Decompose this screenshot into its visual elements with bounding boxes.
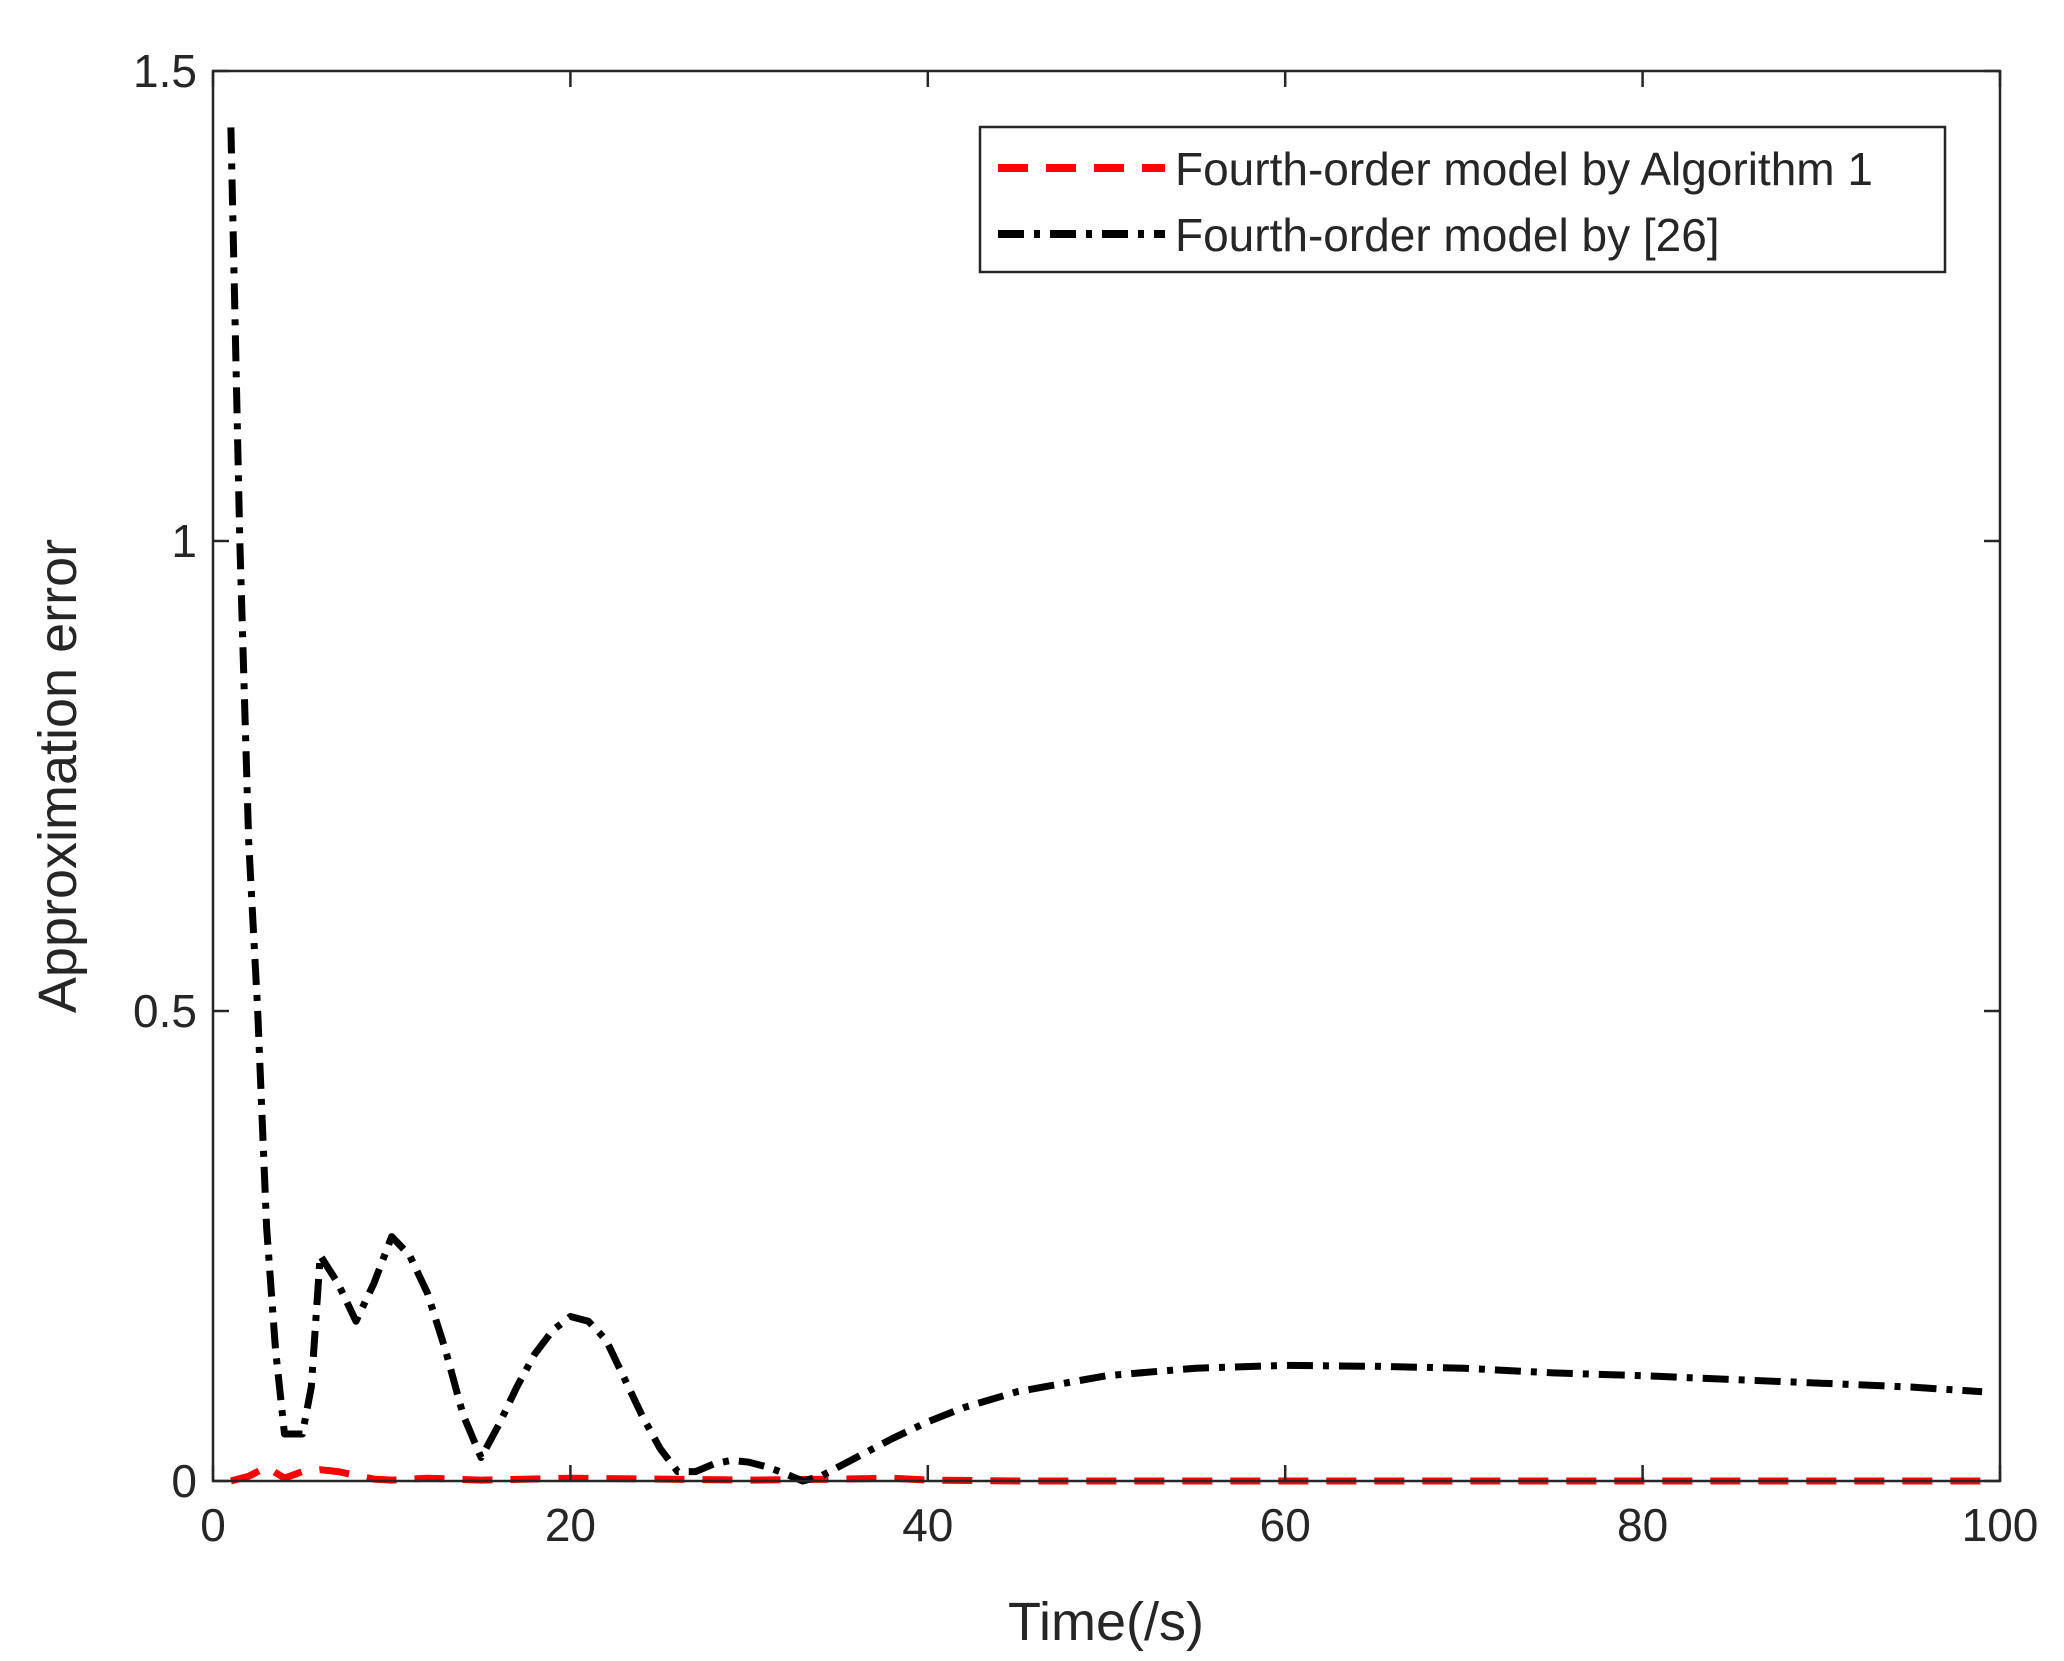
x-tick-label: 40 <box>902 1499 953 1551</box>
legend-label-ref-26: Fourth-order model by [26] <box>1175 209 1720 261</box>
axes-frame <box>211 69 2002 1483</box>
y-tick-label: 1.5 <box>133 45 197 97</box>
y-axis-label: Approximation error <box>28 539 88 1013</box>
y-tick-label: 0.5 <box>133 985 197 1037</box>
y-tick-label: 0 <box>171 1455 197 1507</box>
legend: Fourth-order model by Algorithm 1 Fourth… <box>978 125 1947 274</box>
legend-box <box>978 125 1947 274</box>
x-axis-label: Time(/s) <box>1008 1592 1204 1652</box>
x-tick-label: 100 <box>1962 1499 2039 1551</box>
legend-label-algorithm-1: Fourth-order model by Algorithm 1 <box>1175 143 1873 195</box>
x-tick-label: 60 <box>1260 1499 1311 1551</box>
plot-area <box>213 71 2000 1481</box>
x-tick-label: 0 <box>200 1499 226 1551</box>
ticks-group: 0 20 40 60 80 100 0 0.5 1 1.5 <box>133 45 2038 1551</box>
x-tick-label: 20 <box>545 1499 596 1551</box>
series-line-ref-26 <box>227 127 1983 1485</box>
x-tick-label: 80 <box>1617 1499 1668 1551</box>
y-tick-label: 1 <box>171 515 197 567</box>
